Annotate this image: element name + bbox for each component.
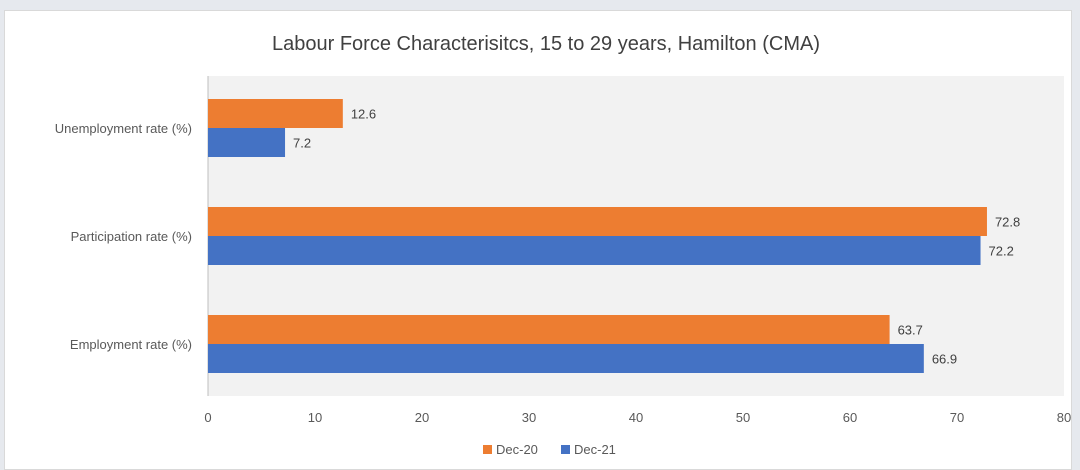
x-tick-label: 80 xyxy=(1057,410,1071,425)
bar-dec-21-1 xyxy=(208,236,981,265)
x-tick-label: 0 xyxy=(204,410,211,425)
bar-dec-20-0 xyxy=(208,99,343,128)
bar-dec-21-2 xyxy=(208,344,924,373)
legend: Dec-20 Dec-21 xyxy=(483,442,616,457)
x-tick-label: 40 xyxy=(629,410,643,425)
x-tick-label: 60 xyxy=(843,410,857,425)
category-label: Unemployment rate (%) xyxy=(55,121,192,136)
x-axis-ticks: 0 10 20 30 40 50 60 70 80 xyxy=(204,410,1071,425)
bars-layer: 12.6 7.2 72.8 72.2 63.7 66.9 xyxy=(208,99,1020,373)
x-tick-label: 70 xyxy=(950,410,964,425)
data-label: 7.2 xyxy=(293,136,311,151)
legend-swatch xyxy=(561,445,570,454)
legend-swatch xyxy=(483,445,492,454)
category-label: Participation rate (%) xyxy=(71,229,192,244)
data-label: 12.6 xyxy=(351,107,376,122)
x-tick-label: 10 xyxy=(308,410,322,425)
data-label: 72.2 xyxy=(989,244,1014,259)
y-axis-labels: Unemployment rate (%) Participation rate … xyxy=(55,121,192,352)
data-label: 63.7 xyxy=(898,323,923,338)
bar-dec-20-2 xyxy=(208,315,890,344)
chart-title: Labour Force Characterisitcs, 15 to 29 y… xyxy=(272,33,820,55)
x-tick-label: 20 xyxy=(415,410,429,425)
legend-label: Dec-20 xyxy=(496,442,538,457)
x-tick-label: 50 xyxy=(736,410,750,425)
category-label: Employment rate (%) xyxy=(70,337,192,352)
data-label: 66.9 xyxy=(932,352,957,367)
x-tick-label: 30 xyxy=(522,410,536,425)
legend-label: Dec-21 xyxy=(574,442,616,457)
bar-dec-21-0 xyxy=(208,128,286,157)
bar-dec-20-1 xyxy=(208,207,987,236)
data-label: 72.8 xyxy=(995,215,1020,230)
